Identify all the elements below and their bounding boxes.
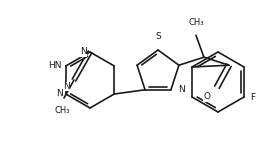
Text: N: N bbox=[178, 85, 185, 94]
Text: F: F bbox=[250, 93, 255, 101]
Text: S: S bbox=[155, 32, 161, 41]
Text: CH₃: CH₃ bbox=[188, 18, 204, 27]
Text: HN: HN bbox=[48, 62, 62, 70]
Text: O: O bbox=[204, 92, 211, 101]
Text: N: N bbox=[56, 90, 63, 98]
Text: CH₃: CH₃ bbox=[54, 106, 70, 115]
Text: N: N bbox=[63, 82, 70, 91]
Text: N: N bbox=[80, 48, 87, 56]
